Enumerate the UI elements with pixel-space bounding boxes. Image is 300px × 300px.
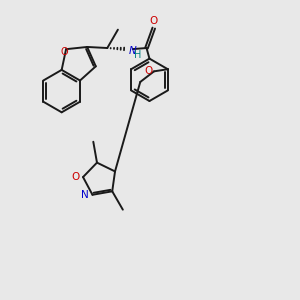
Text: O: O [61,47,68,57]
Text: H: H [134,50,141,60]
Text: N: N [81,190,89,200]
Text: N: N [129,46,137,56]
Text: O: O [144,66,153,76]
Text: O: O [71,172,80,182]
Text: O: O [150,16,158,26]
